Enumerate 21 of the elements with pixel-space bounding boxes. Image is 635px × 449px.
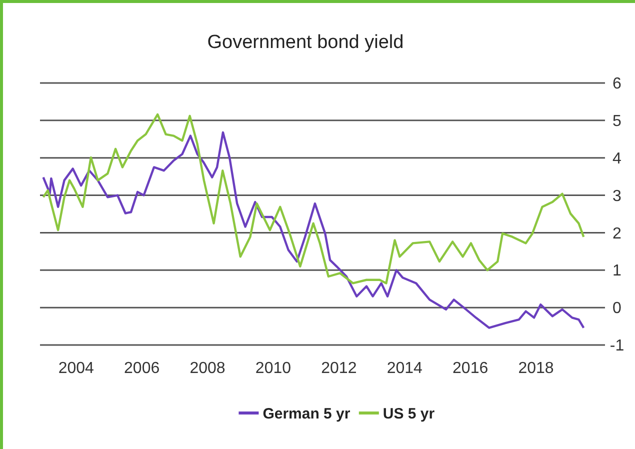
x-tick-label: 2014 bbox=[386, 360, 423, 377]
y-tick-label: 6 bbox=[612, 76, 622, 93]
y-tick-label: 0 bbox=[612, 300, 622, 318]
y-tick-label: 5 bbox=[612, 113, 622, 130]
x-tick-label: 2004 bbox=[58, 360, 94, 377]
y-tick-label: 4 bbox=[612, 150, 622, 168]
legend-label: US 5 yr bbox=[382, 405, 435, 422]
y-tick-label: -1 bbox=[610, 338, 624, 355]
x-tick-label: 2018 bbox=[518, 360, 554, 377]
line-series bbox=[42, 113, 585, 284]
x-tick-label: 2008 bbox=[190, 360, 226, 377]
y-tick-label: 2 bbox=[612, 225, 622, 242]
y-tick-label: 1 bbox=[612, 262, 622, 280]
x-tick-label: 2010 bbox=[255, 360, 292, 377]
x-tick-label: 2006 bbox=[124, 360, 160, 377]
line-series bbox=[42, 131, 585, 329]
chart-title: Government bond yield bbox=[207, 32, 404, 53]
x-tick-label: 2016 bbox=[452, 360, 488, 377]
legend-label: German 5 yr bbox=[262, 405, 350, 422]
y-tick-label: 3 bbox=[612, 188, 622, 205]
x-tick-label: 2012 bbox=[321, 360, 357, 377]
